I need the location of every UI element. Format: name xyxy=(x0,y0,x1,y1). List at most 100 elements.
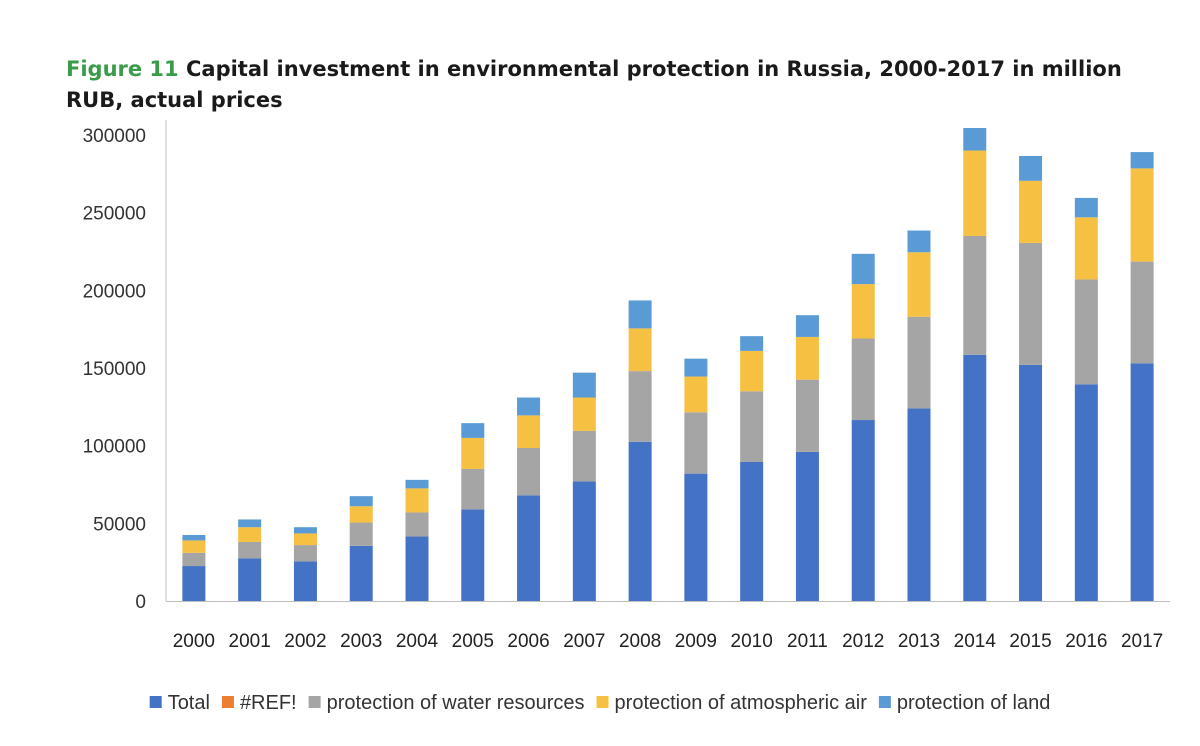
bar-segment xyxy=(1019,180,1043,243)
bar-segment xyxy=(684,473,708,601)
bar-segment xyxy=(1019,242,1043,365)
bar-segment xyxy=(517,495,541,601)
bar-segment xyxy=(517,397,541,416)
y-tick-label: 250000 xyxy=(83,204,146,225)
bar-segment xyxy=(795,336,819,380)
legend-swatch xyxy=(596,696,609,708)
bar-segment xyxy=(293,561,317,601)
bar-segment xyxy=(405,479,429,489)
bar-segment xyxy=(795,379,819,452)
bar-segment xyxy=(1130,168,1154,262)
bar-segment xyxy=(182,552,206,567)
y-tick-label: 300000 xyxy=(83,126,146,147)
bars xyxy=(182,128,1154,601)
bar-segment xyxy=(572,481,596,601)
bar-segment xyxy=(461,468,485,510)
bar-segment xyxy=(572,397,596,431)
x-tick-label: 2013 xyxy=(898,631,940,652)
bar-segment xyxy=(182,540,206,553)
bar-segment xyxy=(628,328,652,372)
bar-segment xyxy=(1074,197,1098,218)
y-tick-label: 0 xyxy=(135,592,146,613)
bar-segment xyxy=(238,541,262,559)
bar-segment xyxy=(963,128,987,151)
x-tick-label: 2008 xyxy=(619,631,661,652)
bar-segment xyxy=(907,230,931,253)
x-axis: 2000 2001 2002 2003 2004 2005 2006 2007 2008 2009… xyxy=(166,601,1170,652)
x-tick-label: 2007 xyxy=(563,631,605,652)
bar-segment xyxy=(684,412,708,474)
legend-label: Total xyxy=(168,692,210,714)
bar-segment xyxy=(740,461,764,601)
bar-segment xyxy=(517,447,541,496)
y-tick-label: 50000 xyxy=(93,514,146,535)
bar-segment xyxy=(963,354,987,601)
x-tick-label: 2004 xyxy=(396,631,439,652)
bar-segment xyxy=(238,527,262,542)
bar-segment xyxy=(907,408,931,601)
x-tick-label: 2002 xyxy=(284,631,326,652)
legend-swatch xyxy=(149,696,162,708)
y-axis: 0 50000 100000 150000 200000 250000 300000 xyxy=(83,120,167,613)
x-tick-label: 2001 xyxy=(229,631,271,652)
bar-segment xyxy=(349,545,373,601)
legend-swatch xyxy=(878,696,891,708)
bar-segment xyxy=(182,534,206,541)
x-tick-label: 2005 xyxy=(452,631,494,652)
bar-segment xyxy=(1074,279,1098,385)
bar-segment xyxy=(740,336,764,351)
legend-label: protection of atmospheric air xyxy=(615,692,868,714)
bar-segment xyxy=(1019,155,1043,181)
legend-item: protection of atmospheric air xyxy=(596,692,868,714)
x-tick-label: 2016 xyxy=(1065,631,1107,652)
bar-segment xyxy=(740,350,764,392)
bar-segment xyxy=(349,506,373,523)
bar-segment xyxy=(293,545,317,562)
x-tick-label: 2015 xyxy=(1009,631,1051,652)
bar-segment xyxy=(461,437,485,469)
bar-segment xyxy=(795,451,819,601)
y-tick-label: 150000 xyxy=(83,359,146,380)
bar-segment xyxy=(182,566,206,601)
bar-segment xyxy=(851,253,875,285)
bar-segment xyxy=(963,235,987,355)
bar-segment xyxy=(907,252,931,317)
bar-segment xyxy=(238,558,262,601)
bar-segment xyxy=(628,371,652,442)
x-tick-label: 2017 xyxy=(1121,631,1163,652)
bar-segment xyxy=(1074,217,1098,280)
bar-segment xyxy=(1019,364,1043,601)
bar-segment xyxy=(1074,384,1098,601)
x-tick-label: 2014 xyxy=(954,631,997,652)
bar-segment xyxy=(851,338,875,421)
x-tick-label: 2012 xyxy=(842,631,884,652)
legend-label: protection of land xyxy=(897,692,1050,714)
x-tick-label: 2009 xyxy=(675,631,717,652)
bar-segment xyxy=(907,316,931,409)
y-tick-label: 200000 xyxy=(83,281,146,302)
bar-segment xyxy=(349,496,373,507)
chart-title: Figure 11 Capital investment in environm… xyxy=(66,54,1146,116)
bar-segment xyxy=(628,300,652,329)
legend: Total #REF! protection of water resources p… xyxy=(149,692,1050,714)
bar-segment xyxy=(238,519,262,528)
bar-segment xyxy=(684,376,708,413)
x-tick-label: 2003 xyxy=(340,631,382,652)
x-tick-label: 2010 xyxy=(731,631,773,652)
bar-segment xyxy=(293,527,317,534)
bar-segment xyxy=(572,372,596,398)
bar-segment xyxy=(405,512,429,537)
bar-segment xyxy=(349,522,373,546)
bar-segment xyxy=(795,315,819,337)
legend-item: protection of water resources xyxy=(308,692,585,714)
legend-label: #REF! xyxy=(240,692,297,714)
legend-item: #REF! xyxy=(221,692,297,714)
bar-segment xyxy=(1130,152,1154,169)
bar-segment xyxy=(740,391,764,462)
x-tick-label: 2006 xyxy=(507,631,549,652)
bar-segment xyxy=(628,441,652,601)
bar-segment xyxy=(517,415,541,448)
bar-segment xyxy=(684,358,708,377)
bar-segment xyxy=(1130,363,1154,601)
bar-segment xyxy=(851,420,875,601)
